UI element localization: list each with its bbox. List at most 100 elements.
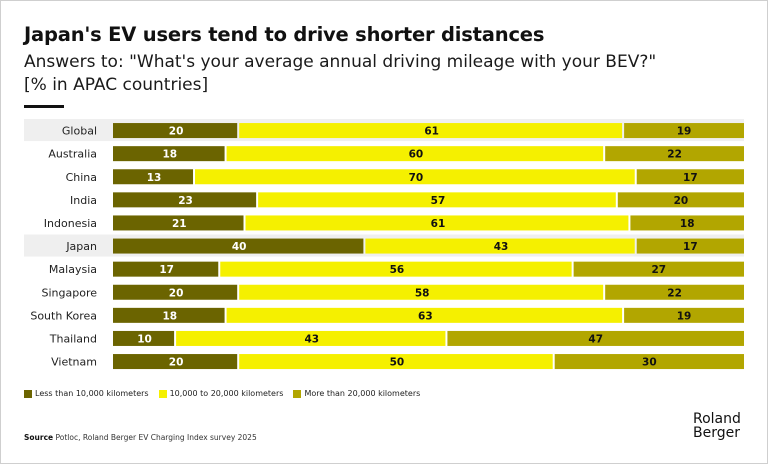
category-label-indonesia: Indonesia	[44, 217, 97, 230]
bar-segment-indonesia-s1	[245, 215, 629, 231]
category-label-global: Global	[62, 125, 97, 138]
bar-segment-indonesia-s2	[630, 215, 744, 231]
bar-segment-thailand-s0	[113, 330, 175, 346]
logo-line-2: Berger	[693, 425, 740, 441]
category-label-vietnam: Vietnam	[51, 356, 97, 369]
bar-segment-vietnam-s2	[554, 354, 744, 370]
bar-segment-thailand-s2	[447, 330, 744, 346]
bar-segment-global-s2	[624, 123, 744, 139]
category-label-china: China	[66, 171, 97, 184]
data-label-india-s2: 20	[674, 195, 689, 207]
category-label-thailand: Thailand	[49, 332, 97, 345]
bar-segment-japan-s2	[636, 238, 744, 254]
legend-item-10000-20000: 10,000 to 20,000 kilometers	[158, 389, 284, 398]
legend-swatch	[293, 389, 302, 398]
source-label: Source	[24, 433, 54, 442]
category-label-india: India	[70, 194, 97, 207]
bar-segment-malaysia-s0	[113, 261, 219, 277]
bar-segment-australia-s0	[113, 146, 225, 162]
data-label-malaysia-s0: 17	[159, 264, 174, 276]
source-text: Potloc, Roland Berger EV Charging Index …	[55, 433, 257, 442]
bar-segment-malaysia-s1	[220, 261, 572, 277]
bar-segment-india-s0	[113, 192, 257, 208]
data-label-thailand-s0: 10	[137, 333, 152, 345]
legend-label: 10,000 to 20,000 kilometers	[169, 389, 284, 398]
data-label-china-s2: 17	[683, 172, 698, 184]
bar-segment-indonesia-s0	[113, 215, 244, 231]
data-label-south-korea-s0: 18	[162, 310, 177, 322]
bar-segment-japan-s1	[365, 238, 635, 254]
bar-segment-australia-s1	[226, 146, 604, 162]
data-label-indonesia-s2: 18	[680, 218, 695, 230]
accent-rule	[24, 105, 64, 108]
category-label-singapore: Singapore	[42, 286, 98, 299]
bar-segment-south-korea-s1	[226, 307, 623, 323]
data-label-thailand-s2: 47	[588, 333, 603, 345]
bar-segment-india-s1	[258, 192, 616, 208]
data-label-indonesia-s0: 21	[172, 218, 187, 230]
bar-segment-south-korea-s2	[624, 307, 744, 323]
data-label-global-s2: 19	[677, 126, 692, 138]
data-label-australia-s0: 18	[162, 149, 177, 161]
subtitle-question: Answers to: "What's your average annual …	[24, 52, 657, 72]
data-label-south-korea-s2: 19	[677, 310, 692, 322]
category-label-australia: Australia	[48, 148, 97, 161]
data-label-india-s1: 57	[431, 195, 446, 207]
category-label-south-korea: South Korea	[30, 309, 97, 322]
data-label-singapore-s0: 20	[169, 287, 184, 299]
legend-label: Less than 10,000 kilometers	[35, 389, 149, 398]
category-label-japan: Japan	[65, 240, 97, 253]
bar-segment-china-s0	[113, 169, 194, 185]
bar-segment-china-s2	[636, 169, 744, 185]
data-label-thailand-s1: 43	[304, 333, 319, 345]
bar-segment-vietnam-s0	[113, 354, 238, 370]
logo-line-1: Roland	[693, 411, 741, 427]
chart-subtitle: Answers to: "What's your average annual …	[24, 51, 656, 97]
legend-label: More than 20,000 kilometers	[304, 389, 421, 398]
bar-segment-china-s1	[195, 169, 635, 185]
bar-segment-singapore-s2	[605, 284, 744, 300]
data-label-australia-s1: 60	[409, 149, 424, 161]
stacked-bar-chart: Global 20 61 19 Australia 18 60 22 China 13 70 17 In…	[24, 119, 744, 370]
subtitle-unit: [% in APAC countries]	[24, 75, 209, 95]
data-label-india-s0: 23	[178, 195, 193, 207]
bar-segment-singapore-s1	[239, 284, 604, 300]
bar-segment-australia-s2	[605, 146, 744, 162]
category-label-malaysia: Malaysia	[49, 263, 97, 276]
data-label-global-s0: 20	[169, 126, 184, 138]
chart-title: Japan's EV users tend to drive shorter d…	[24, 23, 545, 46]
data-label-indonesia-s1: 61	[431, 218, 446, 230]
data-label-australia-s2: 22	[667, 149, 682, 161]
bar-segment-vietnam-s1	[239, 354, 553, 370]
data-label-south-korea-s1: 63	[418, 310, 433, 322]
data-label-japan-s0: 40	[232, 241, 247, 253]
data-label-china-s1: 70	[409, 172, 424, 184]
bar-segment-malaysia-s2	[573, 261, 744, 277]
data-label-global-s1: 61	[424, 126, 439, 138]
data-label-china-s0: 13	[147, 172, 162, 184]
data-label-malaysia-s1: 56	[390, 264, 405, 276]
source-note: Source Potloc, Roland Berger EV Charging…	[24, 433, 257, 442]
roland-berger-logo: Roland Berger	[693, 412, 741, 440]
bar-segment-thailand-s1	[176, 330, 446, 346]
data-label-singapore-s2: 22	[667, 287, 682, 299]
data-label-malaysia-s2: 27	[652, 264, 667, 276]
bar-segment-japan-s0	[113, 238, 364, 254]
bar-segment-global-s1	[239, 123, 623, 139]
data-label-japan-s1: 43	[494, 241, 509, 253]
data-label-vietnam-s1: 50	[390, 357, 405, 369]
data-label-vietnam-s0: 20	[169, 357, 184, 369]
bar-segment-india-s2	[617, 192, 744, 208]
legend-swatch	[158, 389, 167, 398]
data-label-singapore-s1: 58	[415, 287, 430, 299]
legend-item-under-10000: Less than 10,000 kilometers	[24, 389, 149, 398]
data-label-vietnam-s2: 30	[642, 357, 657, 369]
legend-swatch	[24, 389, 32, 398]
data-label-japan-s2: 17	[683, 241, 698, 253]
legend-item-over-20000: More than 20,000 kilometers	[293, 389, 420, 398]
bar-segment-global-s0	[113, 123, 238, 139]
legend: Less than 10,000 kilometers 10,000 to 20…	[24, 389, 420, 398]
bar-segment-south-korea-s0	[113, 307, 225, 323]
bar-segment-singapore-s0	[113, 284, 238, 300]
